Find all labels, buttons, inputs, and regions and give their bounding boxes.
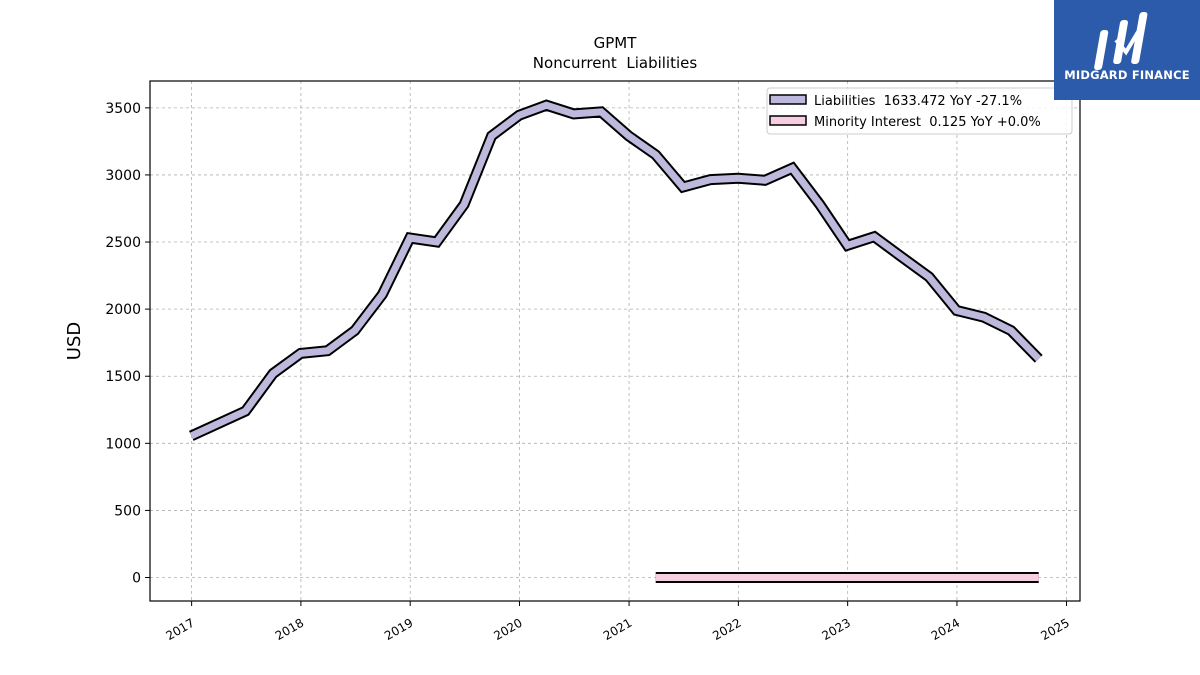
x-tick-label: 2023	[819, 616, 852, 643]
y-tick-label: 1000	[105, 436, 141, 452]
brand-name: MIDGARD FINANCE	[1064, 68, 1190, 82]
plot-area	[189, 99, 1043, 583]
series-liabilities	[189, 99, 1043, 441]
chart-title: GPMT	[594, 34, 638, 52]
x-tick-label: 2021	[601, 616, 634, 643]
y-tick-label: 500	[114, 503, 141, 519]
brand-logo: MIDGARD FINANCE	[1054, 0, 1200, 100]
y-tick-label: 2000	[105, 302, 141, 318]
y-tick-label: 0	[132, 571, 141, 587]
legend-swatch	[769, 94, 807, 105]
x-tick-label: 2018	[273, 616, 306, 643]
x-axis: 2017 2018 2019 2020 2021 2022 2023 2024 2025	[163, 601, 1072, 643]
logo-mark-icon	[1094, 12, 1148, 70]
series-line	[189, 101, 1042, 440]
x-tick-label: 2024	[929, 616, 962, 643]
y-tick-label: 2500	[105, 235, 141, 251]
y-axis-label: USD	[64, 322, 85, 360]
legend-box	[766, 87, 1073, 135]
y-tick-label: 1500	[105, 369, 141, 385]
y-tick-label: 3500	[105, 101, 141, 117]
y-tick-label: 3000	[105, 168, 141, 184]
x-tick-label: 2022	[710, 616, 743, 643]
series-line-outline	[189, 99, 1043, 441]
legend-label: Minority Interest 0.125 YoY +0.0%	[814, 115, 1041, 130]
axes-frame	[149, 80, 1081, 602]
legend-label: Liabilities 1633.472 YoY -27.1%	[814, 94, 1022, 109]
grid	[150, 81, 1080, 601]
x-tick-label: 2019	[382, 616, 415, 643]
y-axis: 0 500 1000 1500 2000 2500 3000 3500	[105, 101, 150, 587]
chart-subtitle: Noncurrent Liabilities	[533, 54, 698, 72]
x-tick-label: 2025	[1038, 616, 1071, 643]
x-tick-label: 2020	[491, 616, 524, 643]
x-tick-label: 2017	[163, 616, 196, 643]
legend: Liabilities 1633.472 YoY -27.1% Minority …	[766, 87, 1073, 135]
legend-swatch	[769, 115, 807, 126]
